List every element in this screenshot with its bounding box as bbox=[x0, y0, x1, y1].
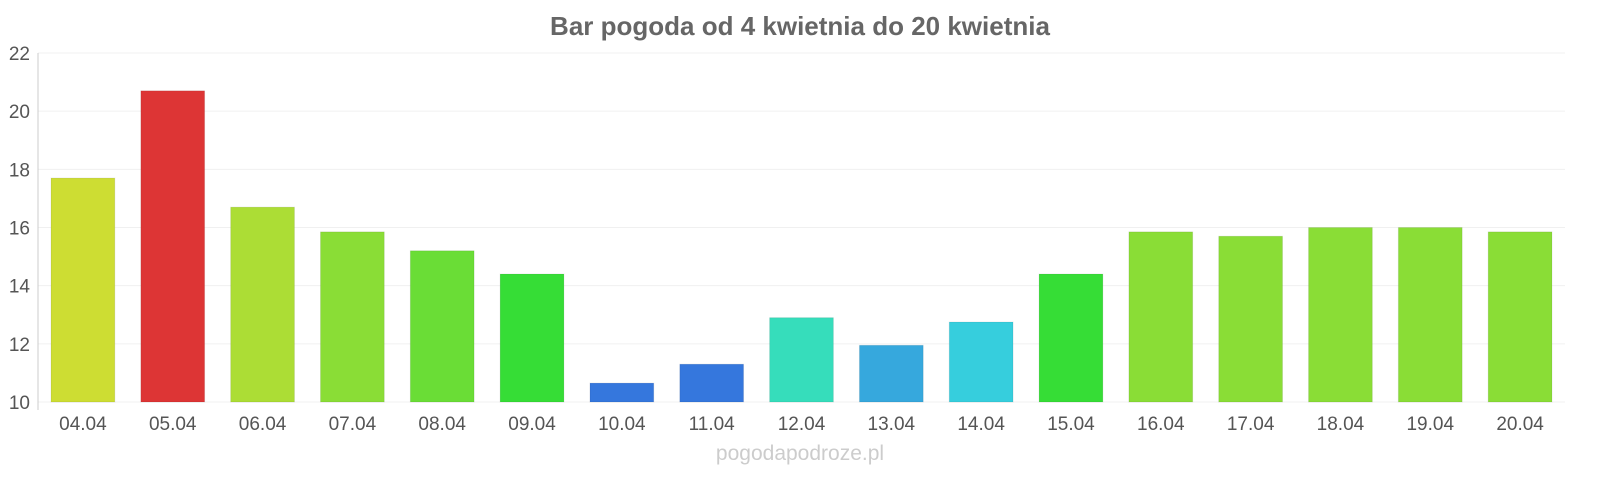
bar-12.04[interactable] bbox=[769, 317, 834, 403]
y-tick-label: 14 bbox=[9, 277, 31, 298]
bar-10.04[interactable] bbox=[589, 382, 655, 403]
x-tick-label: 14.04 bbox=[957, 414, 1005, 435]
bar-05.04[interactable] bbox=[140, 90, 206, 403]
bar-15.04[interactable] bbox=[1038, 273, 1104, 403]
x-tick-label: 17.04 bbox=[1227, 414, 1275, 435]
bar-07.04[interactable] bbox=[319, 231, 385, 403]
bar-09.04[interactable] bbox=[499, 273, 565, 403]
x-tick-label: 18.04 bbox=[1317, 414, 1365, 435]
x-tick-label: 20.04 bbox=[1496, 414, 1544, 435]
bar-04.04[interactable] bbox=[50, 177, 116, 403]
bar-13.04[interactable] bbox=[858, 344, 924, 403]
bar-11.04[interactable] bbox=[679, 363, 745, 403]
y-tick-label: 22 bbox=[9, 44, 30, 65]
x-tick-label: 10.04 bbox=[598, 414, 646, 435]
x-tick-label: 12.04 bbox=[778, 414, 826, 435]
watermark: pogodapodroze.pl bbox=[716, 442, 884, 465]
x-tick-label: 06.04 bbox=[239, 414, 287, 435]
y-tick-label: 10 bbox=[9, 393, 30, 414]
y-tick-labels: 10 12 14 16 18 20 22 bbox=[9, 44, 31, 414]
x-tick-label: 13.04 bbox=[868, 414, 916, 435]
bar-18.04[interactable] bbox=[1308, 227, 1373, 403]
bar-17.04[interactable] bbox=[1218, 235, 1284, 403]
x-tick-label: 15.04 bbox=[1047, 414, 1095, 435]
y-tick-label: 16 bbox=[9, 219, 30, 240]
x-tick-label: 11.04 bbox=[689, 414, 736, 435]
x-tick-label: 04.04 bbox=[59, 414, 107, 435]
bars bbox=[50, 90, 1553, 403]
y-tick-label: 18 bbox=[9, 160, 30, 181]
x-tick-label: 19.04 bbox=[1406, 414, 1454, 435]
x-tick-labels: 04.04 05.04 06.04 07.04 08.04 09.04 10.04 11.04… bbox=[59, 414, 1544, 435]
bar-14.04[interactable] bbox=[948, 321, 1014, 403]
bar-06.04[interactable] bbox=[230, 206, 295, 403]
x-tick-label: 07.04 bbox=[329, 414, 377, 435]
bar-16.04[interactable] bbox=[1128, 231, 1194, 403]
chart-title: Bar pogoda od 4 kwietnia do 20 kwietnia bbox=[550, 11, 1050, 41]
bar-08.04[interactable] bbox=[409, 250, 475, 403]
x-tick-label: 05.04 bbox=[149, 414, 197, 435]
y-tick-label: 20 bbox=[9, 102, 30, 123]
x-tick-label: 16.04 bbox=[1137, 414, 1185, 435]
bar-20.04[interactable] bbox=[1487, 231, 1553, 403]
y-tick-label: 12 bbox=[9, 335, 30, 356]
x-tick-label: 08.04 bbox=[418, 414, 466, 435]
x-tick-label: 09.04 bbox=[508, 414, 556, 435]
bar-19.04[interactable] bbox=[1397, 227, 1463, 403]
